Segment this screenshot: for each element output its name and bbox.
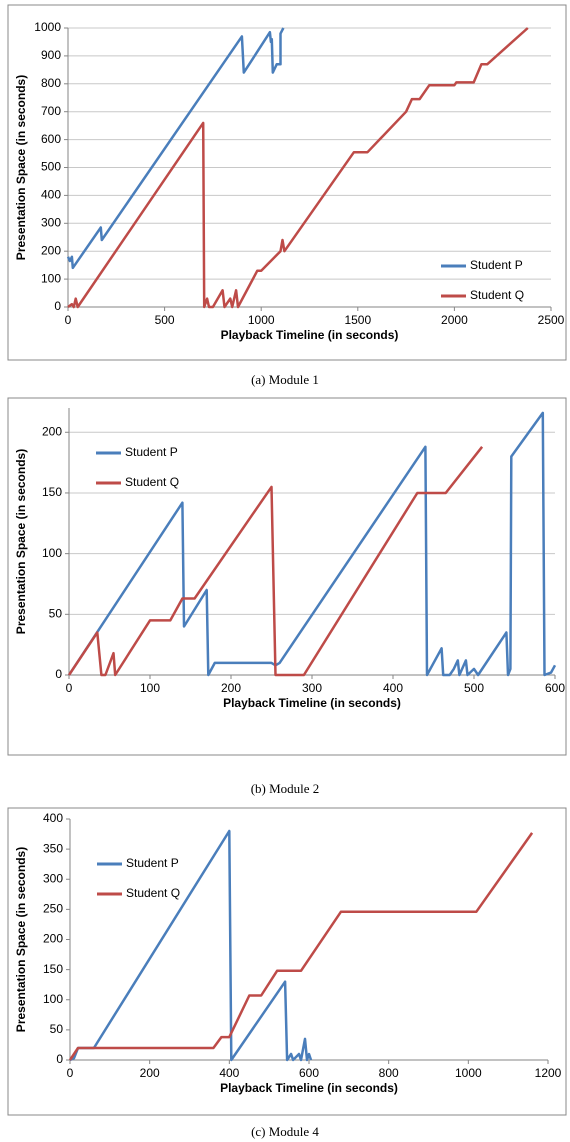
legend-label: Student P: [470, 258, 523, 272]
series-line: [67, 446, 484, 677]
y-tick-label: 50: [50, 1022, 64, 1036]
y-tick-label: 100: [42, 546, 62, 560]
y-tick-label: 350: [43, 841, 63, 855]
x-tick-label: 1000: [248, 313, 275, 327]
x-tick-label: 400: [219, 1066, 239, 1080]
series-line: [67, 27, 529, 309]
x-tick-label: 100: [140, 681, 160, 695]
y-tick-label: 300: [41, 215, 61, 229]
x-tick-label: 1500: [344, 313, 371, 327]
y-tick-label: 200: [43, 932, 63, 946]
y-tick-label: 200: [41, 243, 61, 257]
y-tick-label: 400: [41, 188, 61, 202]
series-line: [68, 832, 534, 1061]
y-tick-label: 800: [41, 76, 61, 90]
x-tick-label: 200: [221, 681, 241, 695]
y-tick-label: 100: [43, 992, 63, 1006]
y-tick-label: 50: [49, 606, 63, 620]
x-axis-title: Playback Timeline (in seconds): [221, 328, 399, 342]
x-tick-label: 200: [140, 1066, 160, 1080]
y-tick-label: 250: [43, 902, 63, 916]
y-axis-title: Presentation Space (in seconds): [14, 75, 28, 260]
y-tick-label: 100: [41, 271, 61, 285]
x-tick-label: 2500: [538, 313, 565, 327]
y-tick-label: 900: [41, 48, 61, 62]
y-tick-label: 300: [43, 871, 63, 885]
y-axis-title: Presentation Space (in seconds): [14, 449, 28, 634]
legend-label: Student Q: [470, 288, 524, 302]
x-tick-label: 1200: [535, 1066, 562, 1080]
y-tick-label: 700: [41, 104, 61, 118]
series-line: [67, 411, 557, 677]
y-tick-label: 600: [41, 132, 61, 146]
x-tick-label: 500: [155, 313, 175, 327]
x-axis-title: Playback Timeline (in seconds): [223, 696, 401, 710]
x-tick-label: 800: [379, 1066, 399, 1080]
chart-frame: [7, 397, 567, 756]
y-tick-label: 400: [43, 811, 63, 825]
caption: (c) Module 4: [251, 1124, 319, 1139]
y-tick-label: 0: [54, 299, 61, 313]
y-tick-label: 200: [42, 424, 62, 438]
x-tick-label: 0: [66, 681, 73, 695]
x-tick-label: 0: [67, 1066, 74, 1080]
x-tick-label: 300: [302, 681, 322, 695]
y-tick-label: 150: [42, 485, 62, 499]
y-tick-label: 500: [41, 160, 61, 174]
x-tick-label: 1000: [455, 1066, 482, 1080]
x-tick-label: 400: [383, 681, 403, 695]
x-tick-label: 600: [545, 681, 565, 695]
legend-label: Student P: [125, 445, 178, 459]
x-tick-label: 2000: [441, 313, 468, 327]
y-tick-label: 0: [56, 1052, 63, 1066]
x-tick-label: 500: [464, 681, 484, 695]
x-tick-label: 0: [65, 313, 72, 327]
chart-frame: [7, 807, 567, 1116]
x-tick-label: 600: [299, 1066, 319, 1080]
legend-label: Student P: [126, 856, 179, 870]
legend-label: Student Q: [125, 475, 179, 489]
y-tick-label: 150: [43, 962, 63, 976]
x-axis-title: Playback Timeline (in seconds): [220, 1081, 398, 1095]
series-line: [66, 27, 285, 270]
y-axis-title: Presentation Space (in seconds): [14, 847, 28, 1032]
chart-frame: [7, 4, 567, 361]
legend-label: Student Q: [126, 886, 180, 900]
y-tick-label: 1000: [34, 20, 61, 34]
caption: (b) Module 2: [251, 781, 320, 796]
caption: (a) Module 1: [251, 372, 319, 387]
y-tick-label: 0: [55, 667, 62, 681]
